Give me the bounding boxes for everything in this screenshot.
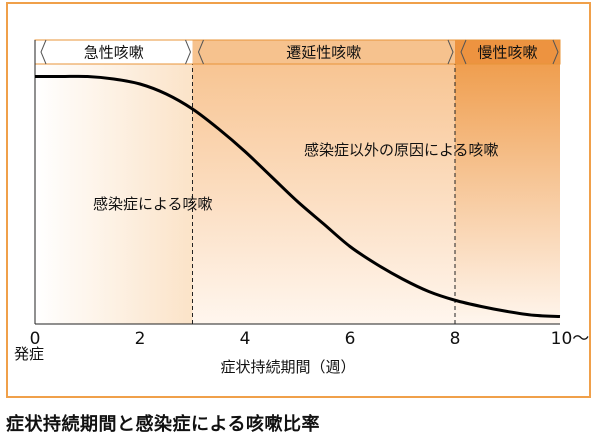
- x-axis: 0 2 4 6 8 10～: [30, 40, 589, 349]
- x-tick-label: 0: [30, 329, 41, 349]
- x-axis-label: 症状持続期間（週）: [220, 358, 355, 376]
- phase-band: 急性咳嗽 遷延性咳嗽 慢性咳嗽: [34, 39, 561, 65]
- annotation-non-infection-cough: 感染症以外の原因による咳嗽: [304, 141, 499, 159]
- chevron-left-icon: [460, 39, 467, 65]
- x-tick-label: 10～: [551, 329, 589, 349]
- x-tick-label: 6: [345, 329, 356, 349]
- x-tick-label: 2: [135, 329, 146, 349]
- phase-label-subacute-box: [192, 40, 455, 64]
- chevron-right-icon: [185, 39, 192, 65]
- phase-label-acute: 急性咳嗽: [84, 44, 144, 62]
- subacute-background: [192, 40, 455, 324]
- figure-caption: 症状持続期間と感染症による咳嗽比率: [6, 414, 320, 435]
- phase-label-subacute: 遷延性咳嗽: [286, 44, 361, 62]
- curve-layer: [35, 74, 561, 318]
- x-tick-label: 8: [450, 329, 461, 349]
- x-tick-sublabel-onset: 発症: [14, 345, 44, 363]
- chart-frame: 急性咳嗽 遷延性咳嗽 慢性咳嗽 0 2 4 6 8 10～ 感染症による咳嗽 感染症以外の原因…: [6, 2, 591, 398]
- chronic-background: [455, 40, 560, 324]
- chevron-left-icon: [197, 39, 204, 65]
- acute-background: [35, 40, 193, 324]
- chart-svg: 急性咳嗽 遷延性咳嗽 慢性咳嗽 0 2 4 6 8 10～ 感染症による咳嗽 感染症以外の原因…: [14, 39, 589, 376]
- infection-ratio-curve: [35, 74, 561, 318]
- phase-backgrounds: [35, 40, 560, 324]
- x-tick-label: 4: [240, 329, 251, 349]
- phase-label-acute-box: [35, 40, 193, 64]
- phase-label-chronic: 慢性咳嗽: [477, 44, 537, 62]
- chevron-left-icon: [40, 39, 47, 65]
- annotation-infection-cough: 感染症による咳嗽: [93, 195, 213, 213]
- phase-label-chronic-box: [455, 40, 560, 64]
- chevron-right-icon: [552, 39, 559, 65]
- chevron-right-icon: [447, 39, 454, 65]
